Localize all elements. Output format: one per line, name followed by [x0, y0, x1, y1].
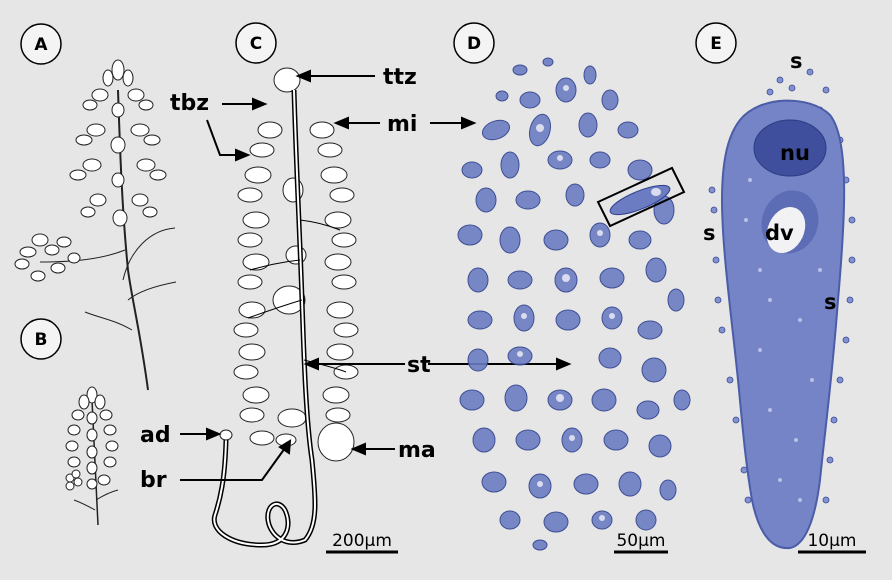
label-br: br: [140, 468, 167, 493]
label-dv: dv: [765, 221, 794, 245]
scale-bar-e-label: 10µm: [807, 531, 856, 551]
panel-c-leaves: [233, 67, 359, 462]
label-ma: ma: [398, 438, 436, 463]
panel-d-highlight-box: [596, 166, 686, 228]
label-nu: nu: [780, 141, 810, 165]
panel-letter-d: D: [453, 22, 495, 64]
panel-letter-c-text: C: [250, 34, 262, 54]
label-st: st: [407, 353, 431, 378]
panel-c-arrows: [180, 69, 572, 481]
panel-letter-e: E: [695, 22, 737, 64]
label-s-top: s: [790, 49, 803, 73]
label-tbz: tbz: [170, 91, 209, 116]
panel-letter-b: B: [20, 318, 62, 360]
panel-e-micrograph: [708, 68, 856, 550]
scale-bar-c-label: 200µm: [332, 531, 392, 551]
panel-letter-d-text: D: [467, 34, 481, 54]
label-ttz: ttz: [383, 65, 417, 90]
scale-bar-c: 200µm: [326, 531, 398, 554]
panel-letter-a: A: [20, 23, 62, 65]
label-ad: ad: [140, 423, 171, 448]
panel-c-drawing: [211, 67, 359, 548]
panel-letter-a-text: A: [34, 35, 48, 55]
panel-letter-e-text: E: [710, 34, 722, 54]
panel-b-leaves: [65, 386, 119, 491]
panel-letter-c: C: [235, 22, 277, 64]
panel-a-leaves: [14, 59, 167, 282]
panel-d-micrograph: [457, 57, 691, 551]
scale-bar-e: 10µm: [798, 531, 866, 554]
panel-a-drawing: [14, 59, 177, 391]
label-s-right: s: [824, 290, 837, 314]
panel-letter-b-text: B: [35, 330, 48, 350]
label-mi: mi: [387, 112, 417, 137]
scale-bar-d: 50µm: [614, 531, 668, 554]
label-s-left: s: [703, 221, 716, 245]
scale-bar-d-label: 50µm: [616, 531, 665, 551]
panel-b-drawing: [65, 386, 119, 526]
